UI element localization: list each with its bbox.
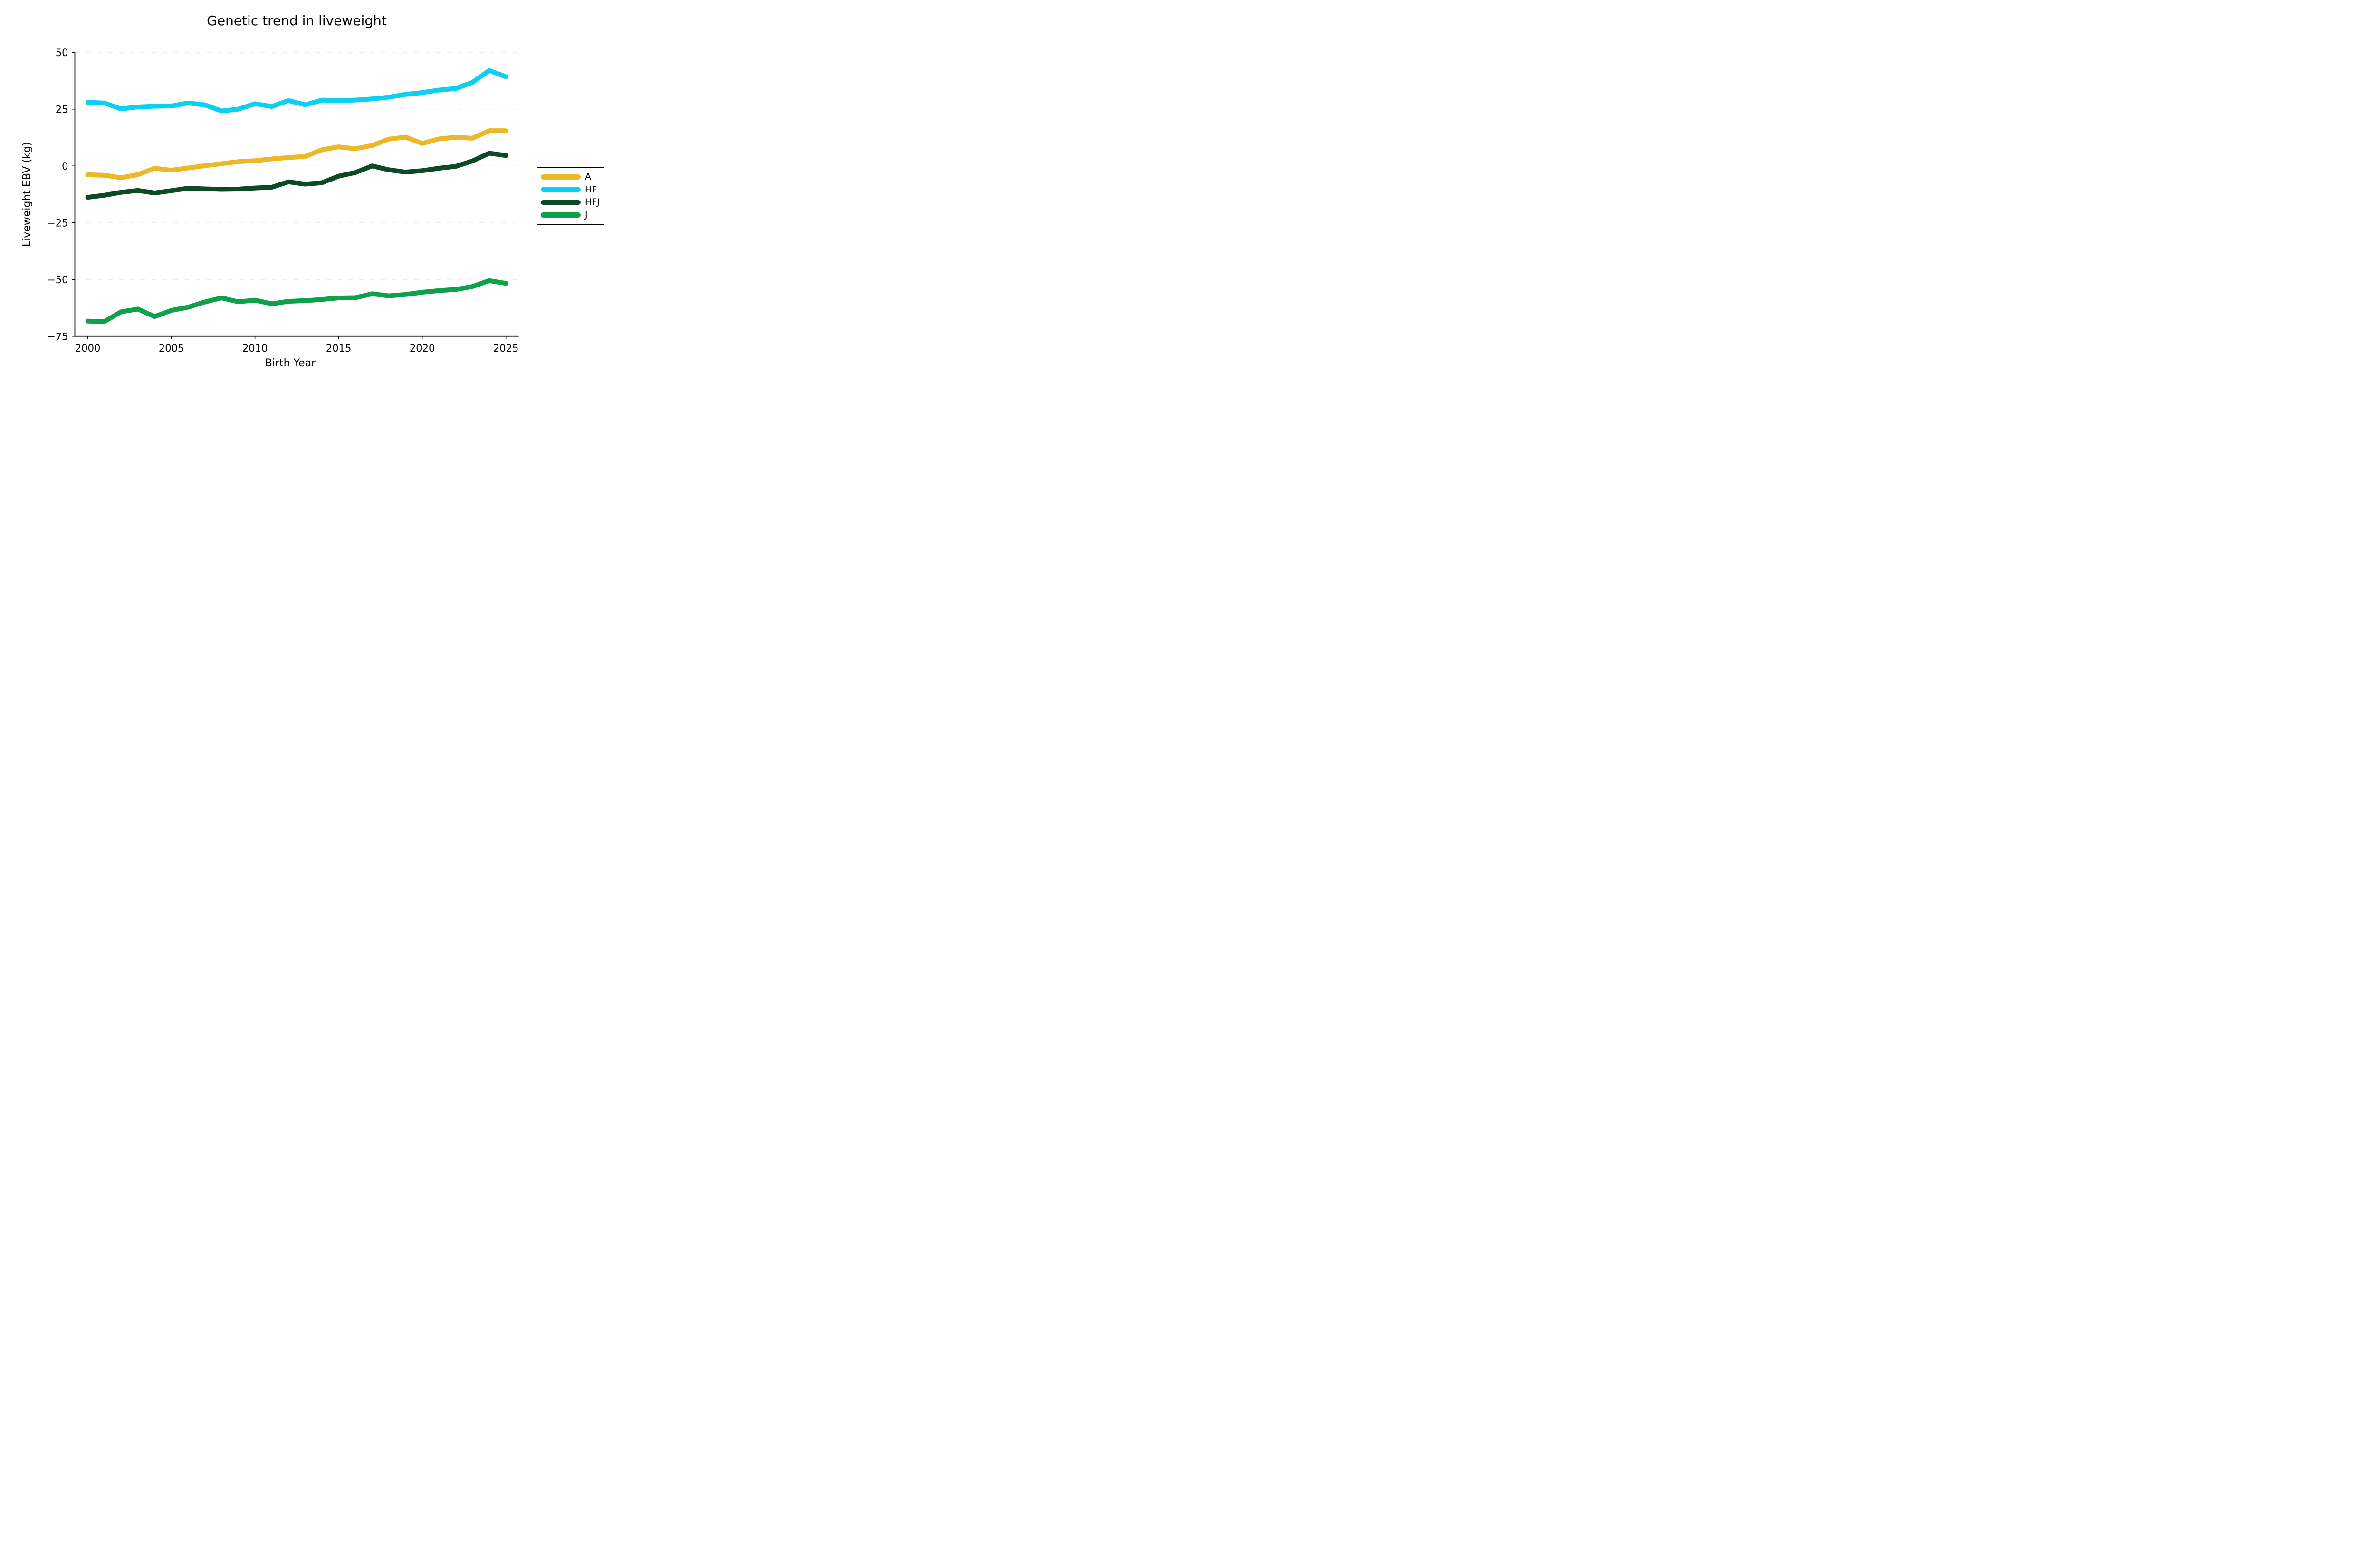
y-tick-label: −50 [47, 274, 68, 286]
legend-label-A: A [585, 171, 591, 182]
plot-area: 50 25 0 −25 −50 −75 2000 2005 2010 2015 2020 2025 [47, 47, 519, 354]
legend-label-HF: HF [585, 184, 597, 195]
legend-swatch-HFJ [541, 200, 581, 205]
chart-title: Genetic trend in liveweight [207, 13, 387, 29]
legend: A HF HFJ J [537, 167, 604, 225]
x-tick-label: 2000 [75, 343, 100, 354]
legend-item-HF: HF [541, 185, 604, 194]
y-tick-label: 50 [56, 47, 68, 58]
x-tick-label: 2005 [159, 343, 184, 354]
legend-swatch-A [541, 174, 581, 180]
y-axis-label: Liveweight EBV (kg) [21, 142, 33, 247]
y-tick-label: 0 [62, 161, 68, 172]
x-tick-label: 2010 [242, 343, 268, 354]
series-line-J [85, 278, 508, 324]
legend-item-HFJ: HFJ [541, 198, 604, 207]
legend-label-HFJ: HFJ [585, 197, 600, 208]
y-tick-label: 25 [56, 104, 68, 115]
series-line-HF [85, 68, 508, 114]
legend-label-J: J [585, 210, 588, 220]
y-tick-label: −75 [47, 331, 68, 342]
series-line-A [85, 128, 508, 181]
x-tick-label: 2025 [493, 343, 518, 354]
legend-swatch-HF [541, 187, 581, 192]
figure: 50 25 0 −25 −50 −75 2000 2005 2010 2015 2020 2025 G… [0, 0, 642, 392]
x-tick-label: 2020 [410, 343, 435, 354]
x-tick-label: 2015 [326, 343, 351, 354]
x-axis-label: Birth Year [265, 357, 316, 369]
y-tick-label: −25 [47, 217, 68, 229]
series-line-HFJ [85, 151, 508, 200]
legend-item-A: A [541, 172, 604, 182]
legend-swatch-J [541, 212, 581, 218]
legend-item-J: J [541, 210, 604, 220]
